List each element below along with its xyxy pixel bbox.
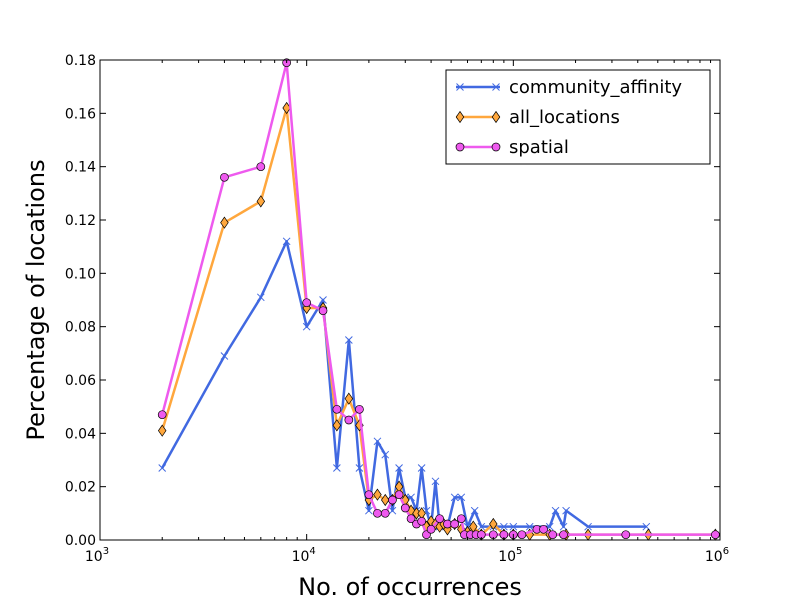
- y-tick-label: 0.12: [65, 213, 96, 229]
- legend-item-community-affinity: community_affinity: [456, 77, 682, 98]
- legend-marker: [491, 142, 501, 152]
- legend-label: all_locations: [509, 107, 620, 128]
- data-point: [470, 506, 479, 515]
- data-point: [417, 464, 426, 472]
- data-point: [394, 490, 404, 500]
- data-point: [431, 477, 440, 486]
- data-point: [477, 522, 486, 531]
- y-tick-label: 0.10: [65, 266, 96, 282]
- data-point: [282, 237, 291, 246]
- series-spatial: [157, 58, 720, 540]
- series-community-affinity: [158, 237, 651, 531]
- data-point: [157, 410, 167, 420]
- plot-lines: [157, 58, 720, 541]
- data-point: [525, 522, 534, 531]
- data-point: [319, 296, 327, 304]
- data-point: [551, 506, 560, 515]
- data-point: [256, 195, 266, 208]
- data-point: [562, 506, 570, 515]
- data-point: [344, 336, 353, 344]
- data-point: [509, 522, 518, 531]
- series-all-locations: [157, 101, 720, 541]
- legend-marker: [456, 83, 464, 91]
- data-point: [406, 514, 416, 524]
- data-point: [400, 503, 410, 513]
- data-point: [332, 404, 342, 414]
- data-point: [220, 352, 229, 360]
- axis-ticks: 0.00 0.02 0.04 0.06 0.08 0.10 0.12 0.14 0.16 0.18…: [65, 53, 729, 565]
- y-tick-label: 0.16: [65, 106, 96, 122]
- data-point: [417, 516, 426, 526]
- y-tick-label: 0.18: [65, 53, 96, 69]
- data-point: [539, 524, 548, 534]
- data-point: [302, 322, 311, 331]
- data-point: [489, 517, 498, 531]
- data-point: [373, 437, 382, 446]
- data-point: [456, 514, 466, 524]
- data-point: [435, 514, 444, 524]
- legend-item-all-locations: all_locations: [455, 107, 620, 128]
- data-point: [450, 519, 459, 529]
- data-point: [388, 506, 397, 515]
- data-point: [344, 415, 354, 425]
- x-tick-label: 106: [705, 546, 729, 565]
- data-point: [500, 522, 508, 531]
- data-point: [318, 306, 328, 316]
- data-point: [364, 490, 374, 500]
- data-point: [355, 464, 364, 472]
- data-point: [584, 522, 592, 531]
- data-point: [158, 464, 167, 472]
- data-point: [333, 464, 341, 472]
- data-point: [157, 424, 167, 437]
- data-point: [381, 450, 390, 459]
- y-tick-label: 0.14: [65, 160, 96, 176]
- y-tick-label: 0.04: [65, 426, 96, 442]
- data-point: [344, 392, 354, 405]
- x-tick-label: 103: [85, 546, 109, 565]
- legend-marker: [455, 142, 465, 152]
- data-point: [373, 508, 382, 518]
- legend-marker: [491, 110, 501, 124]
- data-point: [395, 464, 403, 472]
- data-point: [373, 488, 382, 501]
- data-point: [548, 530, 558, 540]
- data-point: [517, 530, 527, 540]
- data-point: [381, 493, 390, 507]
- legend-marker: [492, 83, 500, 91]
- y-tick-label: 0.06: [65, 373, 96, 389]
- data-point: [256, 162, 266, 172]
- legend-label: community_affinity: [509, 77, 682, 98]
- y-tick-label: 0.08: [65, 320, 96, 336]
- legend-label: spatial: [509, 137, 569, 158]
- data-point: [302, 298, 312, 308]
- legend-marker: [455, 110, 465, 124]
- data-point: [380, 508, 390, 518]
- data-point: [443, 519, 452, 529]
- data-point: [711, 530, 720, 540]
- y-axis-label: Percentage of locations: [22, 159, 50, 440]
- data-point: [450, 493, 459, 502]
- x-tick-label: 104: [292, 546, 316, 565]
- data-point: [355, 404, 364, 414]
- data-point: [642, 522, 651, 531]
- x-tick-label: 105: [498, 546, 522, 565]
- y-tick-label: 0.02: [65, 480, 96, 496]
- data-point: [220, 172, 229, 182]
- data-point: [621, 530, 631, 540]
- data-point: [332, 419, 342, 432]
- data-point: [220, 216, 229, 229]
- y-tick-label: 0.00: [65, 533, 96, 549]
- x-axis-label: No. of occurrences: [298, 573, 522, 600]
- data-point: [426, 524, 436, 534]
- data-point: [365, 506, 373, 515]
- data-point: [457, 493, 466, 502]
- series-line: [161, 240, 647, 528]
- legend-item-spatial: spatial: [455, 137, 569, 158]
- data-point: [388, 495, 397, 505]
- data-point: [256, 293, 265, 302]
- data-point: [559, 530, 568, 540]
- plot-frame: [99, 59, 721, 541]
